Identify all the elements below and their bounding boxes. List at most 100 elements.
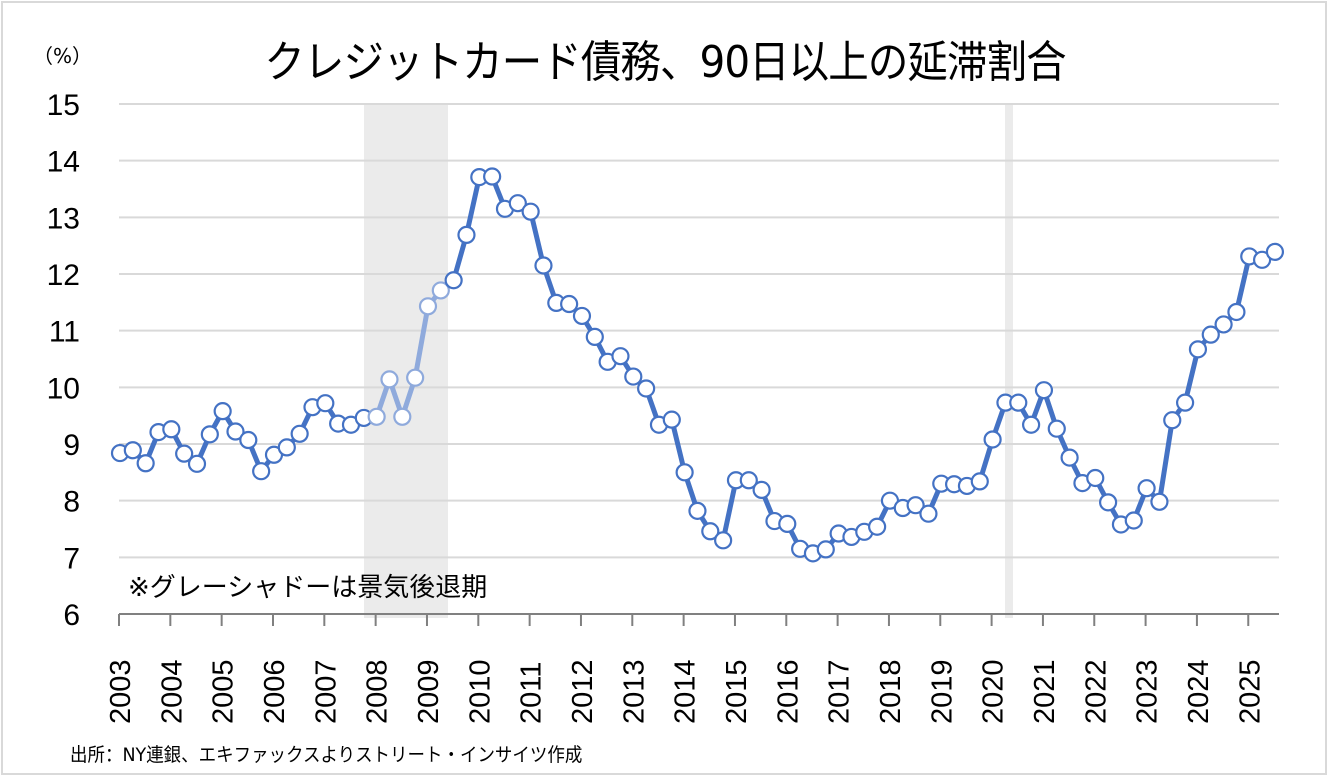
data-point-marker [534,256,553,275]
series-segment [1182,346,1201,406]
data-point-marker [136,454,155,473]
chart-title: クレジットカード債務、90日以上の延滞割合 [264,37,1066,88]
data-point-marker [1252,250,1272,269]
data-point-marker [919,504,938,523]
x-tick-label: 2023 [1132,659,1164,724]
data-point-marker [572,306,592,326]
x-axis: 2003 2004 2005 2006 2007 2008 2009 2010 2011 2012… [105,613,1279,724]
series-segment [463,174,482,238]
x-tick-label: 2010 [464,659,496,724]
data-point-marker [637,379,656,398]
data-point-marker [1099,493,1118,512]
x-tick-label: 2025 [1234,659,1266,724]
data-point-marker [175,444,194,463]
y-tick-label: 8 [63,486,80,519]
data-point-marker [316,394,335,413]
data-point-marker [1047,419,1066,438]
x-tick-label: 2008 [362,659,394,724]
data-point-marker [277,438,296,457]
recession-shading [364,104,1013,618]
x-tick-label: 2011 [516,662,548,724]
x-tick-label: 2004 [156,659,188,724]
data-point-marker [778,514,797,534]
data-point-marker [1009,393,1028,412]
data-point-marker [1022,415,1041,434]
data-point-marker [816,540,835,559]
y-tick-label: 7 [63,542,80,575]
y-tick-label: 15 [47,89,80,122]
x-tick-label: 2007 [310,659,342,724]
x-tick-label: 2003 [105,659,137,724]
y-tick-label: 14 [47,146,80,179]
data-point-marker [1034,381,1054,400]
x-tick-label: 2024 [1183,659,1215,724]
series-segment [720,477,739,543]
data-point-marker [123,441,142,460]
data-point-marker [560,294,579,314]
y-axis-unit-label: （%） [33,44,93,68]
x-tick-label: 2005 [208,659,240,724]
data-point-marker [367,407,386,426]
data-point-marker [585,327,604,346]
series-segment [1156,417,1175,505]
data-point-marker [239,430,258,450]
data-point-marker [290,424,309,443]
x-tick-label: 2017 [824,659,856,724]
data-point-marker [624,367,643,386]
data-point-marker [1201,325,1220,344]
recession-note: ※グレーシャドーは景気後退期 [128,573,487,603]
x-tick-label: 2015 [721,659,753,724]
data-point-marker [983,430,1002,449]
x-tick-label: 2022 [1080,659,1112,724]
data-point-marker [906,496,925,515]
data-point-marker [739,471,758,490]
x-tick-label: 2020 [978,659,1010,724]
data-point-marker [418,297,438,316]
data-point-marker [226,422,245,441]
data-point-marker [1163,411,1182,430]
y-axis: 6 7 8 9 10 11 12 13 14 15 [47,89,80,632]
x-tick-label: 2021 [1029,659,1061,724]
data-point-marker [675,463,694,482]
data-point-marker [1086,468,1105,488]
x-tick-label: 2013 [618,659,650,724]
data-point-marker [444,271,463,290]
y-tick-label: 9 [63,429,80,462]
source-note: 出所：NY連銀、エキファックスよりストリート・インサイツ作成 [70,744,583,766]
y-tick-label: 11 [49,316,80,349]
data-point-marker [688,501,707,520]
x-tick-label: 2018 [875,659,907,724]
data-point-marker [162,420,181,439]
data-point-marker [1214,315,1233,334]
data-point-marker [1124,511,1143,530]
data-point-marker [521,202,540,221]
data-point-marker [752,480,771,499]
recession-shade-2008 [364,104,448,618]
data-point-marker [662,410,681,429]
data-point-marker [508,194,527,213]
data-point-marker [611,347,630,366]
data-point-marker [1188,340,1208,359]
data-point-marker [457,225,476,244]
data-point-marker [1227,302,1246,322]
data-point-marker [393,407,412,426]
data-point-marker [714,531,733,550]
recession-shade-2020 [1005,104,1013,618]
data-point-marker [1150,492,1169,511]
data-point-marker [431,281,450,300]
x-tick-label: 2019 [926,659,958,724]
data-point-marker [1137,479,1156,498]
data-point-marker [380,370,399,389]
y-tick-label: 6 [63,599,80,632]
data-point-marker [868,517,887,536]
x-tick-label: 2016 [772,659,804,724]
y-tick-label: 10 [47,372,80,405]
data-point-marker [213,402,232,421]
data-point-marker [200,425,219,444]
series-segment [1233,253,1252,315]
x-tick-label: 2014 [670,659,702,724]
x-tick-label: 2009 [413,659,445,724]
data-point-marker [187,454,207,473]
data-point-marker [252,462,271,481]
